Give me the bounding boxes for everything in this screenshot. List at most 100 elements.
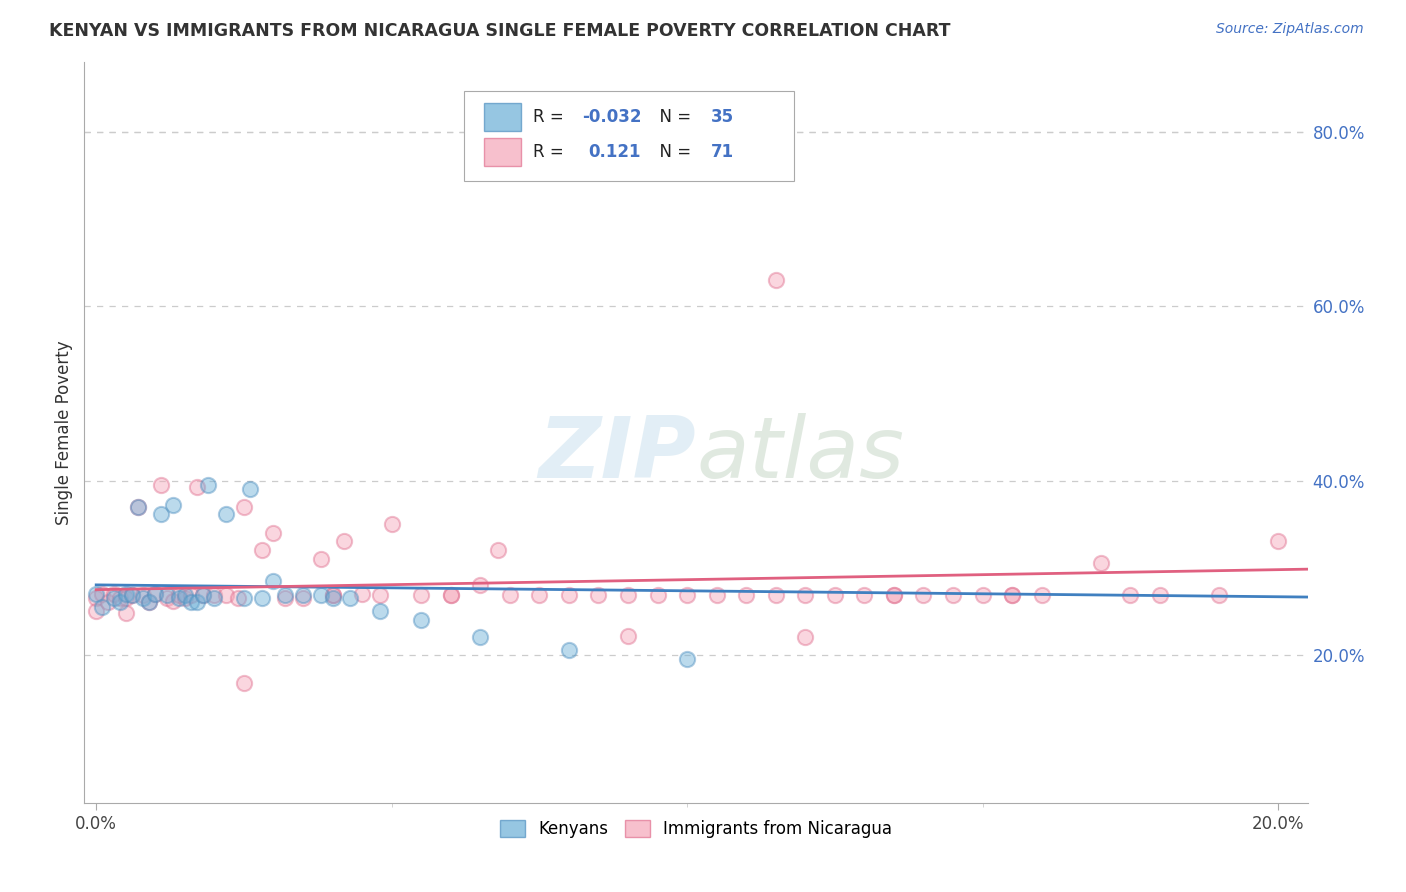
- Point: [197, 478, 219, 492]
- Point: [167, 591, 190, 606]
- Point: [647, 589, 669, 603]
- Point: [215, 507, 238, 521]
- Point: [232, 500, 254, 514]
- Point: [167, 589, 190, 603]
- Point: [339, 591, 361, 606]
- Text: KENYAN VS IMMIGRANTS FROM NICARAGUA SINGLE FEMALE POVERTY CORRELATION CHART: KENYAN VS IMMIGRANTS FROM NICARAGUA SING…: [49, 22, 950, 40]
- Point: [202, 591, 225, 606]
- Point: [1001, 589, 1024, 603]
- Point: [173, 589, 195, 603]
- Point: [186, 595, 208, 609]
- Point: [352, 587, 374, 601]
- Point: [1149, 589, 1171, 603]
- Point: [132, 589, 155, 603]
- Point: [1119, 589, 1142, 603]
- Point: [617, 629, 640, 643]
- Point: [173, 591, 195, 606]
- Point: [499, 589, 522, 603]
- Y-axis label: Single Female Poverty: Single Female Poverty: [55, 341, 73, 524]
- Point: [232, 675, 254, 690]
- Point: [150, 478, 173, 492]
- Point: [794, 630, 817, 644]
- Text: R =: R =: [533, 143, 569, 161]
- Point: [191, 589, 214, 603]
- Point: [883, 589, 905, 603]
- Point: [103, 587, 125, 601]
- Point: [91, 587, 114, 601]
- Text: -0.032: -0.032: [582, 108, 641, 127]
- Point: [381, 517, 404, 532]
- Text: 35: 35: [710, 108, 734, 127]
- Point: [558, 643, 581, 657]
- Point: [274, 589, 297, 603]
- Point: [262, 574, 284, 588]
- Point: [97, 595, 120, 609]
- Point: [132, 591, 155, 606]
- Point: [912, 589, 935, 603]
- Point: [274, 591, 297, 606]
- Point: [706, 589, 728, 603]
- Point: [972, 589, 994, 603]
- Point: [127, 500, 149, 514]
- Text: R =: R =: [533, 108, 569, 127]
- Point: [411, 613, 433, 627]
- Text: atlas: atlas: [696, 413, 904, 496]
- Point: [794, 589, 817, 603]
- Point: [250, 543, 273, 558]
- Point: [143, 587, 166, 601]
- Text: N =: N =: [650, 143, 697, 161]
- Point: [1208, 589, 1230, 603]
- Point: [883, 589, 905, 603]
- Text: ZIP: ZIP: [538, 413, 696, 496]
- Point: [91, 599, 114, 614]
- Point: [114, 587, 136, 601]
- Point: [143, 587, 166, 601]
- Point: [108, 595, 131, 609]
- Point: [250, 591, 273, 606]
- Point: [114, 591, 136, 606]
- Point: [486, 543, 509, 558]
- Point: [292, 589, 315, 603]
- Point: [322, 591, 344, 606]
- Point: [1267, 534, 1289, 549]
- Point: [186, 481, 208, 495]
- Point: [765, 273, 787, 287]
- Point: [322, 589, 344, 603]
- Point: [84, 587, 107, 601]
- Point: [150, 507, 173, 521]
- Point: [470, 630, 492, 644]
- Point: [232, 591, 254, 606]
- FancyBboxPatch shape: [464, 91, 794, 181]
- Text: 0.121: 0.121: [588, 143, 641, 161]
- Point: [558, 589, 581, 603]
- Point: [853, 589, 876, 603]
- Point: [735, 589, 758, 603]
- Point: [1090, 556, 1112, 570]
- Point: [440, 589, 463, 603]
- Point: [108, 591, 131, 606]
- Point: [239, 482, 262, 496]
- Point: [411, 589, 433, 603]
- Point: [180, 595, 202, 609]
- Point: [103, 591, 125, 606]
- Point: [191, 589, 214, 603]
- Point: [202, 589, 225, 603]
- Point: [121, 589, 143, 603]
- Point: [1031, 589, 1053, 603]
- Point: [215, 589, 238, 603]
- Point: [529, 589, 551, 603]
- Point: [162, 593, 184, 607]
- Point: [127, 500, 149, 514]
- Legend: Kenyans, Immigrants from Nicaragua: Kenyans, Immigrants from Nicaragua: [492, 812, 900, 847]
- Bar: [484, 138, 522, 166]
- Point: [84, 604, 107, 618]
- Text: Source: ZipAtlas.com: Source: ZipAtlas.com: [1216, 22, 1364, 37]
- Point: [226, 591, 249, 606]
- Point: [942, 589, 965, 603]
- Point: [1001, 589, 1024, 603]
- Point: [588, 589, 610, 603]
- Point: [180, 589, 202, 603]
- Point: [156, 591, 179, 606]
- Point: [262, 525, 284, 540]
- Point: [292, 591, 315, 606]
